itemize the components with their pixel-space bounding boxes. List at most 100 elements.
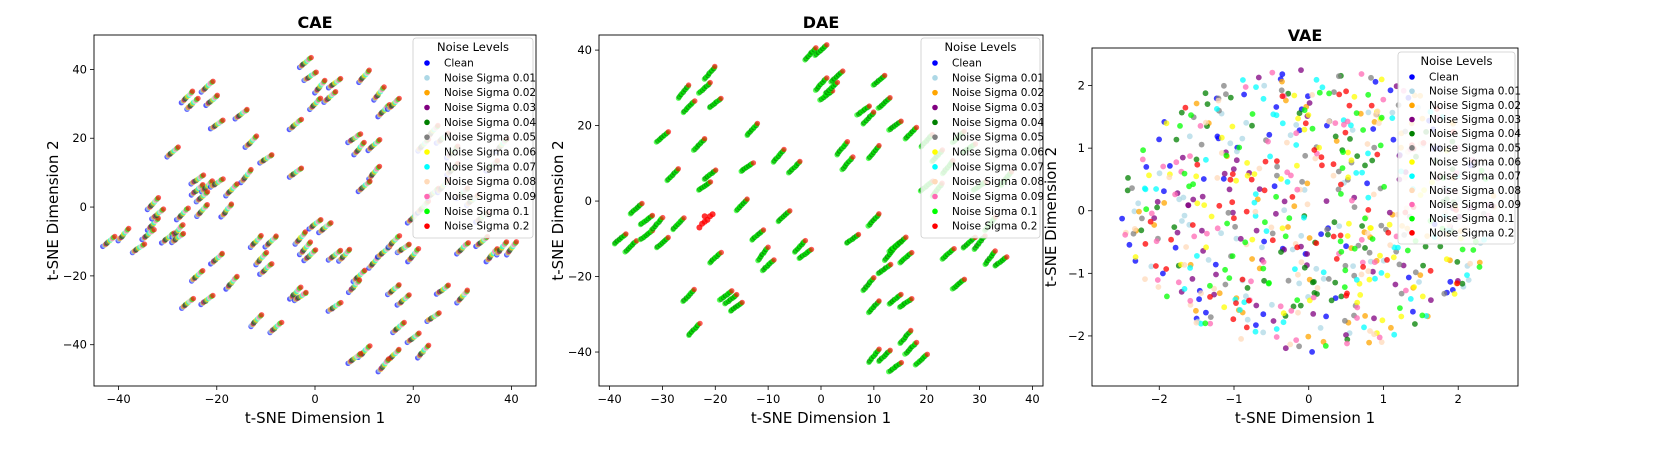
- x-tick-label: −30: [650, 392, 674, 406]
- point-noise-sigma-0-2: [665, 129, 672, 135]
- point-noise-sigma-0-05: [1412, 269, 1419, 276]
- point-noise-sigma-0-2: [898, 291, 904, 298]
- point-noise-sigma-0-05: [1398, 290, 1405, 297]
- legend-marker: [932, 89, 938, 96]
- point-noise-sigma-0-01: [1301, 187, 1308, 193]
- point-noise-sigma-0-2: [882, 72, 888, 79]
- point-noise-sigma-0-2: [696, 224, 703, 231]
- legend-marker: [424, 208, 430, 215]
- point-noise-sigma-0-1: [1369, 236, 1376, 242]
- legend-entry-label: Noise Sigma 0.03: [444, 102, 536, 114]
- point-noise-sigma-0-1: [1309, 125, 1316, 132]
- x-tick-label: 0: [1305, 392, 1312, 406]
- point-noise-sigma-0-03: [1221, 170, 1228, 177]
- point-noise-sigma-0-1: [1397, 305, 1403, 311]
- point-noise-sigma-0-2: [346, 246, 353, 253]
- y-tick-label: 20: [72, 131, 87, 145]
- point-noise-sigma-0-2: [112, 233, 118, 240]
- y-tick-label: −2: [1068, 329, 1085, 343]
- point-noise-sigma-0-2: [1147, 218, 1154, 225]
- point-noise-sigma-0-05: [1331, 89, 1337, 95]
- point-noise-sigma-0-2: [1318, 154, 1325, 161]
- point-noise-sigma-0-2: [1368, 102, 1375, 109]
- point-noise-sigma-0-01: [1156, 170, 1163, 177]
- legend-marker: [424, 149, 430, 155]
- point-noise-sigma-0-2: [401, 319, 407, 326]
- point-noise-sigma-0-04: [1311, 278, 1317, 285]
- point-noise-sigma-0-07: [1365, 194, 1372, 201]
- point-noise-sigma-0-03: [1151, 215, 1158, 222]
- point-clean: [1167, 163, 1173, 169]
- point-noise-sigma-0-2: [1274, 158, 1280, 165]
- cae-title: CAE: [297, 13, 332, 32]
- point-noise-sigma-0-08: [1256, 165, 1263, 172]
- point-noise-sigma-0-1: [1222, 266, 1228, 273]
- point-noise-sigma-0-07: [1279, 120, 1286, 127]
- point-noise-sigma-0-03: [1226, 186, 1233, 193]
- legend-entry-label: Noise Sigma 0.02: [444, 87, 536, 99]
- point-noise-sigma-0-05: [1130, 230, 1137, 237]
- legend-marker: [1409, 145, 1415, 151]
- point-noise-sigma-0-04: [1173, 136, 1180, 143]
- point-noise-sigma-0-08: [1155, 284, 1162, 290]
- legend-entry-label: Noise Sigma 0.09: [444, 191, 536, 203]
- point-noise-sigma-0-08: [1238, 336, 1244, 342]
- point-noise-sigma-0-2: [709, 211, 716, 218]
- point-noise-sigma-0-02: [1285, 224, 1291, 230]
- point-noise-sigma-0-1: [1294, 297, 1301, 303]
- point-noise-sigma-0-1: [1339, 165, 1346, 172]
- point-noise-sigma-0-2: [210, 78, 216, 85]
- point-noise-sigma-0-09: [1293, 337, 1300, 343]
- legend-entry-label: Noise Sigma 0.03: [952, 102, 1044, 114]
- point-noise-sigma-0-06: [1379, 317, 1386, 324]
- y-tick-label: 40: [72, 62, 87, 76]
- point-noise-sigma-0-08: [1298, 259, 1305, 266]
- point-noise-sigma-0-09: [1207, 320, 1214, 327]
- point-noise-sigma-0-09: [1265, 138, 1271, 145]
- point-clean: [1203, 309, 1209, 316]
- y-tick-label: −1: [1068, 266, 1085, 280]
- point-noise-sigma-0-04: [1331, 219, 1338, 226]
- point-noise-sigma-0-04: [1325, 231, 1331, 238]
- point-noise-sigma-0-04: [1338, 293, 1345, 300]
- dae-legend: Noise Levels Clean Noise Sigma 0.01 Noise S…: [920, 37, 1044, 239]
- point-noise-sigma-0-1: [1322, 343, 1329, 349]
- point-noise-sigma-0-06: [1201, 202, 1208, 209]
- legend-marker: [424, 193, 430, 200]
- legend-entry-label: Noise Sigma 0.09: [952, 191, 1044, 203]
- point-noise-sigma-0-06: [1132, 254, 1139, 260]
- point-noise-sigma-0-2: [1229, 171, 1236, 178]
- legend-entry-label: Noise Sigma 0.07: [952, 161, 1044, 173]
- legend-marker: [1409, 116, 1415, 123]
- point-noise-sigma-0-01: [1243, 293, 1249, 300]
- point-noise-sigma-0-2: [175, 144, 181, 150]
- point-noise-sigma-0-2: [258, 312, 265, 318]
- point-noise-sigma-0-04: [1332, 279, 1339, 286]
- legend-entry-label: Noise Sigma 0.2: [1429, 227, 1514, 239]
- point-noise-sigma-0-01: [1389, 109, 1396, 116]
- point-noise-sigma-0-03: [1428, 297, 1434, 303]
- point-noise-sigma-0-2: [425, 342, 432, 348]
- point-noise-sigma-0-09: [1380, 96, 1387, 103]
- point-noise-sigma-0-09: [1354, 315, 1360, 321]
- point-noise-sigma-0-2: [649, 212, 656, 219]
- point-noise-sigma-0-04: [1311, 290, 1318, 296]
- point-noise-sigma-0-01: [1176, 196, 1183, 203]
- point-noise-sigma-0-2: [1360, 264, 1366, 270]
- point-noise-sigma-0-02: [1193, 100, 1200, 107]
- point-noise-sigma-0-2: [1336, 91, 1343, 98]
- point-noise-sigma-0-2: [303, 289, 309, 296]
- point-noise-sigma-0-05: [1278, 87, 1285, 94]
- point-noise-sigma-0-09: [1173, 159, 1180, 166]
- point-noise-sigma-0-04: [1437, 243, 1444, 250]
- dae-title: DAE: [803, 13, 840, 32]
- point-noise-sigma-0-05: [1342, 317, 1348, 324]
- point-noise-sigma-0-02: [1161, 200, 1168, 206]
- legend-box: [1397, 51, 1516, 245]
- point-noise-sigma-0-07: [1181, 286, 1188, 292]
- point-noise-sigma-0-08: [1166, 174, 1173, 181]
- point-noise-sigma-0-02: [1476, 259, 1483, 266]
- point-noise-sigma-0-09: [1332, 120, 1339, 126]
- point-noise-sigma-0-2: [713, 167, 719, 173]
- point-noise-sigma-0-07: [1194, 253, 1200, 259]
